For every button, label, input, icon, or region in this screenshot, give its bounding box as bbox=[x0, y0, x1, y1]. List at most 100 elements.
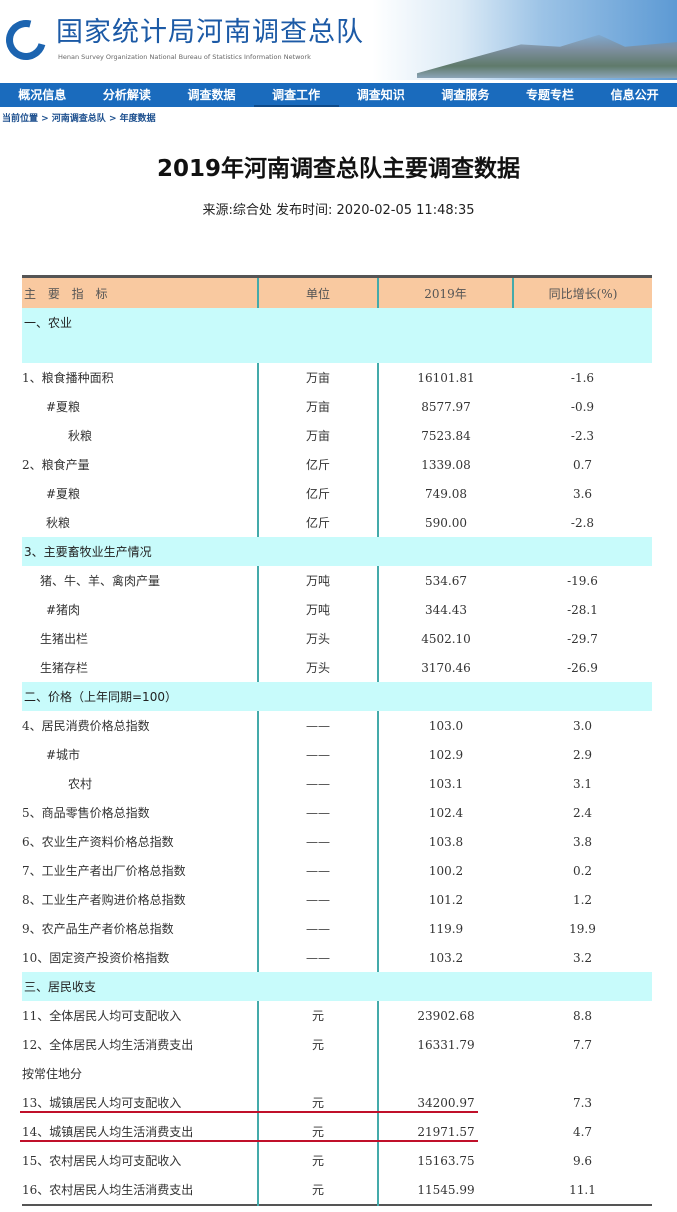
indicator-cell: 按常住地分 bbox=[22, 1067, 83, 1081]
nav-item[interactable]: 调查服务 bbox=[441, 88, 490, 102]
growth-cell: -28.1 bbox=[567, 602, 598, 617]
header-growth: 同比增长(%) bbox=[512, 276, 652, 308]
indicator-cell: 6、农业生产资料价格总指数 bbox=[22, 835, 174, 849]
indicator-cell: 8、工业生产者购进价格总指数 bbox=[22, 893, 186, 907]
nav-item[interactable]: 调查工作 bbox=[253, 83, 339, 107]
indicator-cell: #猪肉 bbox=[46, 603, 81, 617]
unit-cell: 元 bbox=[257, 1030, 379, 1059]
indicator-cell: 12、全体居民人均生活消费支出 bbox=[22, 1038, 194, 1052]
unit-cell: —— bbox=[257, 914, 379, 943]
nav-item[interactable]: 调查知识 bbox=[356, 88, 405, 102]
value-cell: 1339.08 bbox=[421, 457, 471, 472]
indicator-cell: #城市 bbox=[46, 748, 81, 762]
indicator-cell: 生猪出栏 bbox=[40, 632, 89, 646]
table-row: 12、全体居民人均生活消费支出 元 16331.79 7.7 bbox=[22, 1030, 652, 1059]
value-cell: 534.67 bbox=[425, 573, 467, 588]
nav-item[interactable]: 信息公开 bbox=[610, 88, 659, 102]
unit-cell: 万亩 bbox=[257, 363, 379, 392]
table-row: 9、农产品生产者价格总指数 —— 119.9 19.9 bbox=[22, 914, 652, 943]
growth-cell: 3.1 bbox=[572, 776, 593, 791]
section-heading: 二、价格（上年同期=100） bbox=[22, 682, 652, 711]
growth-cell: 7.7 bbox=[572, 1037, 593, 1052]
main-nav: 概况信息 分析解读 调查数据 调查工作 调查知识 调查服务 专题专栏 信息公开 bbox=[0, 83, 677, 107]
growth-cell: 0.7 bbox=[572, 457, 593, 472]
indicator-cell: 猪、牛、羊、禽肉产量 bbox=[40, 574, 161, 588]
growth-cell: 19.9 bbox=[569, 921, 596, 936]
growth-cell: 11.1 bbox=[569, 1182, 596, 1197]
growth-cell: 3.6 bbox=[572, 486, 593, 501]
unit-cell: 万头 bbox=[257, 624, 379, 653]
value-cell: 101.2 bbox=[428, 892, 464, 907]
header-year: 2019年 bbox=[377, 276, 513, 308]
table-row: 农村 —— 103.1 3.1 bbox=[22, 769, 652, 798]
section-heading: 三、居民收支 bbox=[22, 972, 652, 1001]
growth-cell: 3.2 bbox=[572, 950, 593, 965]
growth-cell: 3.8 bbox=[572, 834, 593, 849]
page-title: 2019年河南调查总队主要调查数据 bbox=[156, 156, 520, 182]
value-cell bbox=[378, 1059, 513, 1088]
nav-item[interactable]: 调查数据 bbox=[187, 88, 236, 102]
value-cell: 102.9 bbox=[428, 747, 464, 762]
value-cell: 749.08 bbox=[425, 486, 467, 501]
growth-cell: 7.3 bbox=[572, 1095, 593, 1110]
table-row: #夏粮 万亩 8577.97 -0.9 bbox=[22, 392, 652, 421]
growth-cell: -19.6 bbox=[567, 573, 598, 588]
publish-meta: 来源:综合处 发布时间: 2020-02-05 11:48:35 bbox=[202, 203, 475, 218]
section-heading: 3、主要畜牧业生产情况 bbox=[22, 537, 652, 566]
value-cell: 34200.97 bbox=[417, 1095, 475, 1110]
site-title[interactable]: 国家统计局河南调查总队 bbox=[56, 17, 364, 48]
unit-cell: —— bbox=[257, 885, 379, 914]
table-row: 8、工业生产者购进价格总指数 —— 101.2 1.2 bbox=[22, 885, 652, 914]
value-cell: 16331.79 bbox=[417, 1037, 475, 1052]
unit-cell: 亿斤 bbox=[257, 450, 379, 479]
value-cell: 103.8 bbox=[428, 834, 464, 849]
value-cell: 344.43 bbox=[425, 602, 467, 617]
growth-cell: 3.0 bbox=[572, 718, 593, 733]
site-subtitle: Henan Survey Organization National Burea… bbox=[58, 53, 311, 61]
unit-cell: 元 bbox=[257, 1146, 379, 1175]
indicator-cell: 14、城镇居民人均生活消费支出 bbox=[22, 1125, 194, 1139]
table-row: 二、价格（上年同期=100） bbox=[22, 682, 652, 711]
unit-cell: —— bbox=[257, 943, 379, 972]
growth-cell: -1.6 bbox=[570, 370, 595, 385]
table-row: #猪肉 万吨 344.43 -28.1 bbox=[22, 595, 652, 624]
table-row: 一、农业 bbox=[22, 308, 652, 363]
indicator-cell: 10、固定资产投资价格指数 bbox=[22, 951, 170, 965]
table-row: 2、粮食产量 亿斤 1339.08 0.7 bbox=[22, 450, 652, 479]
indicator-cell: 9、农产品生产者价格总指数 bbox=[22, 922, 174, 936]
value-cell: 102.4 bbox=[428, 805, 464, 820]
unit-cell: —— bbox=[257, 827, 379, 856]
growth-cell: 1.2 bbox=[572, 892, 593, 907]
indicator-cell: 农村 bbox=[68, 777, 93, 791]
header-indicator: 主 要 指 标 bbox=[22, 276, 258, 308]
growth-cell: 0.2 bbox=[572, 863, 593, 878]
value-cell: 8577.97 bbox=[421, 399, 471, 414]
indicator-cell: 1、粮食播种面积 bbox=[22, 371, 114, 385]
breadcrumb[interactable]: 当前位置 > 河南调查总队 > 年度数据 bbox=[2, 114, 156, 124]
table-row: 1、粮食播种面积 万亩 16101.81 -1.6 bbox=[22, 363, 652, 392]
unit-cell: 亿斤 bbox=[257, 479, 379, 508]
value-cell: 103.2 bbox=[428, 950, 464, 965]
table-row: 15、农村居民人均可支配收入 元 15163.75 9.6 bbox=[22, 1146, 652, 1175]
nav-item[interactable]: 概况信息 bbox=[18, 88, 67, 102]
unit-cell: 万亩 bbox=[257, 392, 379, 421]
nav-item[interactable]: 专题专栏 bbox=[526, 88, 575, 102]
header-unit: 单位 bbox=[257, 276, 378, 308]
growth-cell: 8.8 bbox=[572, 1008, 593, 1023]
indicator-cell: 4、居民消费价格总指数 bbox=[22, 719, 150, 733]
table-row: 11、全体居民人均可支配收入 元 23902.68 8.8 bbox=[22, 1001, 652, 1030]
indicator-cell: #夏粮 bbox=[46, 487, 81, 501]
section-heading: 一、农业 bbox=[22, 308, 652, 363]
unit-cell: —— bbox=[257, 798, 379, 827]
table-row: 猪、牛、羊、禽肉产量 万吨 534.67 -19.6 bbox=[22, 566, 652, 595]
growth-cell: -2.8 bbox=[570, 515, 595, 530]
table-row: 4、居民消费价格总指数 —— 103.0 3.0 bbox=[22, 711, 652, 740]
unit-cell: 亿斤 bbox=[257, 508, 379, 537]
unit-cell: 万吨 bbox=[257, 595, 379, 624]
growth-cell: -2.3 bbox=[570, 428, 595, 443]
indicator-cell: 15、农村居民人均可支配收入 bbox=[22, 1154, 182, 1168]
table-row: 10、固定资产投资价格指数 —— 103.2 3.2 bbox=[22, 943, 652, 972]
nav-item[interactable]: 分析解读 bbox=[102, 88, 151, 102]
indicator-cell: 16、农村居民人均生活消费支出 bbox=[22, 1183, 194, 1197]
unit-cell: 万头 bbox=[257, 653, 379, 682]
